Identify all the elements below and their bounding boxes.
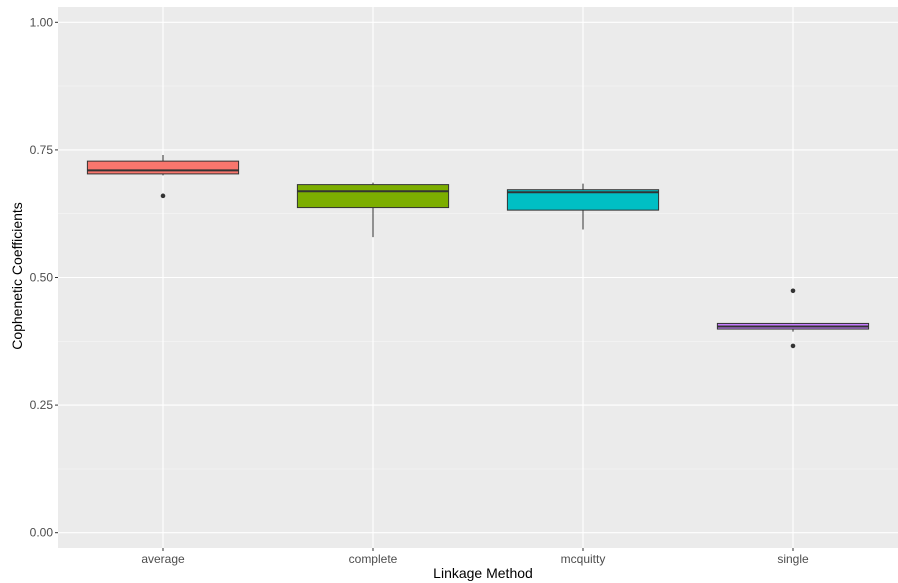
box-mcquitty [506,183,660,230]
outlier-point [790,343,796,349]
box-body [506,189,660,211]
x-tick-label: mcquitty [561,552,606,566]
box-single [716,288,870,349]
y-tick-label: 0.00 [30,526,54,540]
y-axis-title: Cophenetic Coefficients [9,202,25,350]
y-tick-label: 0.75 [30,143,54,157]
box-complete [296,182,450,238]
minor-gridlines [58,85,898,470]
outlier-point [160,193,166,199]
y-tick-label: 1.00 [30,15,54,29]
y-tick-label: 0.25 [30,398,54,412]
outlier-point [790,288,796,294]
x-tick-label: complete [349,552,398,566]
x-axis-title: Linkage Method [433,565,533,581]
x-axis: average complete mcquitty single [141,548,809,566]
y-tick-label: 0.50 [30,271,54,285]
boxes-layer [86,155,870,349]
x-tick-label: single [777,552,809,566]
y-axis: 0.00 0.25 0.50 0.75 1.00 [30,15,58,540]
x-tick-label: average [141,552,185,566]
major-gridlines [58,7,898,548]
box-body [296,184,450,209]
box-average [86,155,240,199]
box-body [86,160,240,175]
